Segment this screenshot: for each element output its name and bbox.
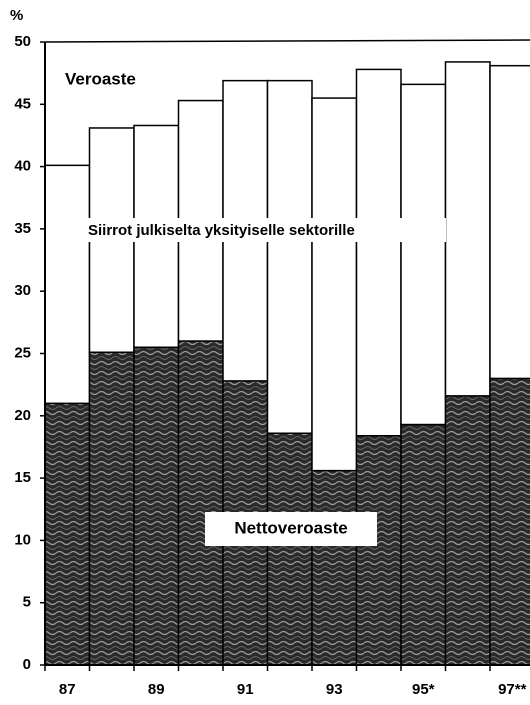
y-tick-label: 5 bbox=[23, 594, 31, 611]
annotation: Veroaste bbox=[65, 69, 136, 88]
bar-segment bbox=[400, 423, 447, 666]
bar-segment bbox=[444, 61, 491, 397]
x-tick-label: 89 bbox=[148, 681, 165, 698]
bar-segment bbox=[489, 64, 530, 380]
y-tick-label: 30 bbox=[14, 282, 31, 299]
y-tick-label: 50 bbox=[14, 33, 31, 50]
y-axis-label: % bbox=[10, 7, 23, 24]
x-tick-label: 93 bbox=[326, 681, 343, 698]
label-box bbox=[205, 512, 377, 546]
bar-segment bbox=[266, 432, 313, 666]
bar-segment bbox=[311, 97, 358, 472]
bar-segment bbox=[355, 434, 402, 666]
bar-segment bbox=[44, 164, 91, 405]
bar-segment bbox=[88, 351, 135, 666]
x-tick-label: 95* bbox=[412, 681, 435, 698]
bar-segment bbox=[266, 79, 313, 434]
bar-segment bbox=[400, 83, 447, 426]
bar-segment bbox=[311, 469, 358, 666]
series-label: Nettoveroaste bbox=[234, 518, 347, 537]
y-tick-label: 20 bbox=[14, 407, 31, 424]
bar-segment bbox=[133, 346, 180, 666]
y-tick-label: 40 bbox=[14, 158, 31, 175]
x-tick-label: 87 bbox=[59, 681, 76, 698]
y-tick-label: 35 bbox=[14, 220, 31, 237]
x-tick-label: 97** bbox=[498, 681, 527, 698]
y-tick-label: 45 bbox=[14, 95, 31, 112]
y-tick-label: 0 bbox=[23, 656, 31, 673]
series-label: Siirrot julkiselta yksityiselle sektoril… bbox=[88, 222, 355, 239]
bar-segment bbox=[44, 402, 91, 666]
y-tick-label: 10 bbox=[14, 531, 31, 548]
x-tick-label: 91 bbox=[237, 681, 254, 698]
y-tick-label: 25 bbox=[14, 344, 31, 361]
frame-top bbox=[44, 39, 530, 43]
bar-segment bbox=[444, 395, 491, 666]
y-tick-label: 15 bbox=[14, 469, 31, 486]
bar-segment bbox=[489, 377, 530, 666]
bar-segment bbox=[177, 340, 224, 666]
label-box bbox=[84, 218, 446, 242]
bar-segment bbox=[355, 68, 402, 437]
